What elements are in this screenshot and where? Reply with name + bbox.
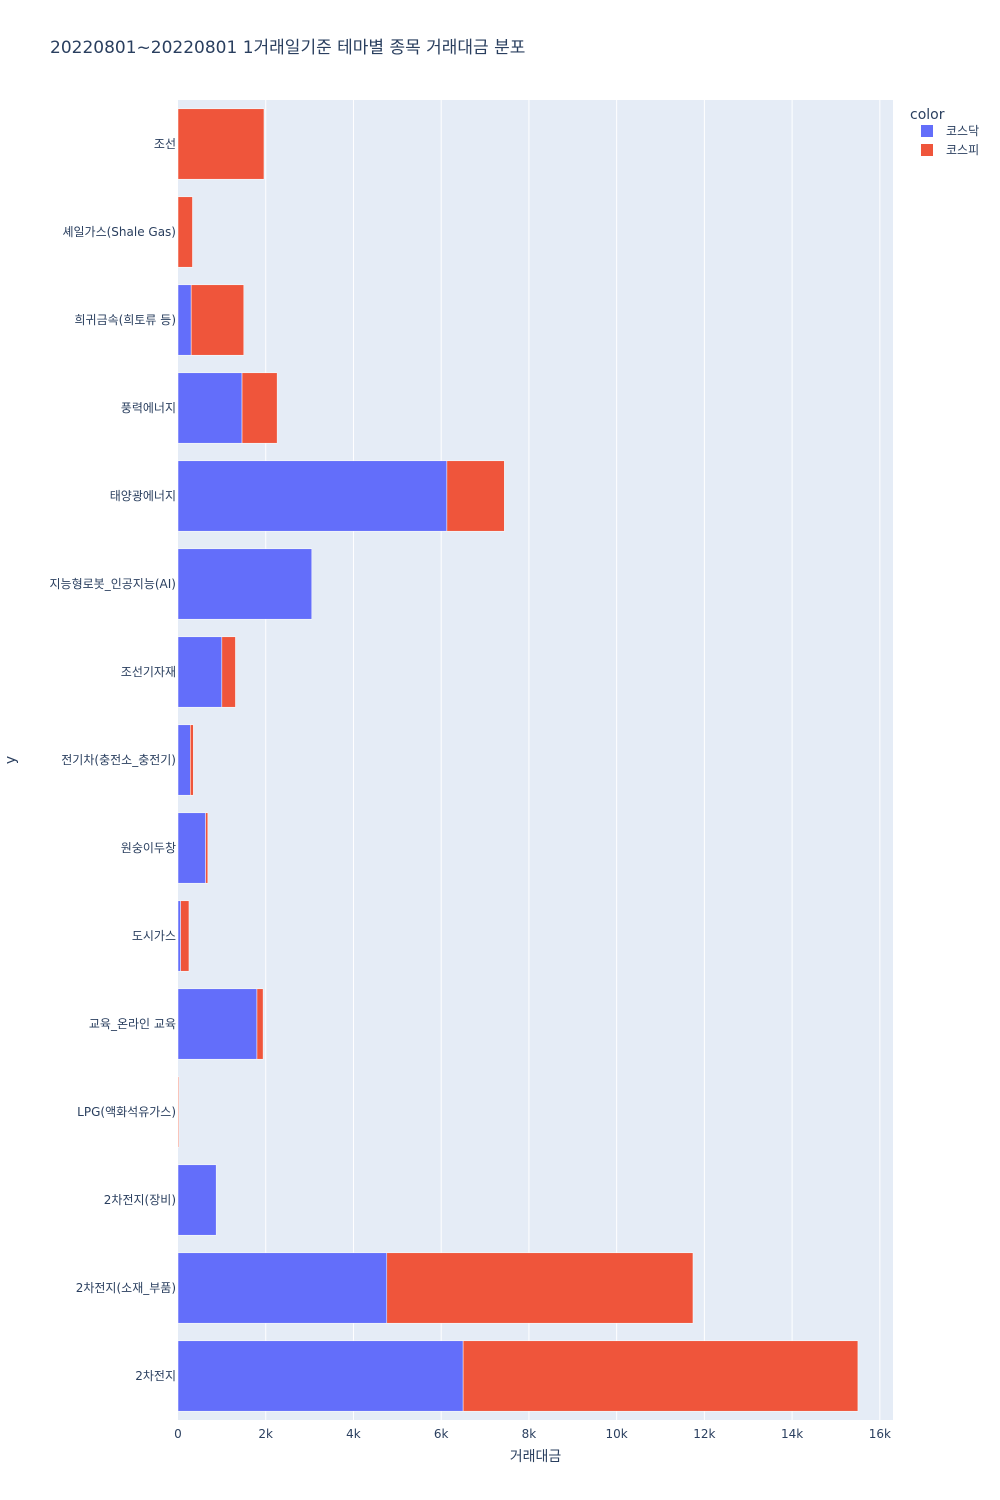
legend-label[interactable]: 코스피: [946, 143, 979, 157]
y-tick-label: 2차전지(소재_부품): [76, 1281, 176, 1295]
y-tick-label: 조선기자재: [121, 665, 176, 679]
bar-segment-kosdaq[interactable]: [177, 812, 206, 884]
y-tick-label: 2차전지(장비): [104, 1193, 176, 1207]
bar-segment-kosdaq[interactable]: [177, 548, 313, 620]
bar-segment-kospi[interactable]: [241, 372, 278, 444]
y-tick-label: 풍력에너지: [121, 401, 176, 415]
y-tick-label: 조선: [154, 137, 176, 151]
x-tick-label: 8k: [522, 1427, 537, 1441]
y-tick-label: 도시가스: [132, 929, 176, 943]
x-tick-label: 10k: [606, 1427, 628, 1441]
y-tick-label: LPG(액화석유가스): [77, 1105, 176, 1119]
bar-segment-kosdaq[interactable]: [177, 284, 192, 356]
bar-segment-kospi[interactable]: [177, 196, 193, 268]
x-axis-title: 거래대금: [510, 1449, 562, 1465]
x-tick-label: 0: [174, 1427, 182, 1441]
x-tick-label: 4k: [346, 1427, 361, 1441]
y-tick-label: 원숭이두창: [121, 841, 176, 855]
legend-swatch[interactable]: [921, 144, 933, 156]
y-tick-label: 전기차(충전소_충전기): [61, 753, 176, 767]
bar-segment-kosdaq[interactable]: [177, 1340, 464, 1412]
bar-segment-kospi[interactable]: [190, 724, 194, 796]
y-tick-label: 지능형로봇_인공지능(AI): [50, 577, 176, 591]
x-tick-label: 16k: [869, 1427, 891, 1441]
bar-segment-kospi[interactable]: [256, 988, 264, 1060]
chart-title: 20220801~20220801 1거래일기준 테마별 종목 거래대금 분포: [50, 38, 526, 58]
bar-segment-kosdaq[interactable]: [177, 636, 223, 708]
y-axis-title: y: [3, 756, 19, 764]
bar-segment-kospi[interactable]: [180, 900, 190, 972]
bar-segment-kosdaq[interactable]: [177, 988, 258, 1060]
x-tick-label: 14k: [781, 1427, 803, 1441]
bar-segment-kosdaq[interactable]: [177, 1164, 217, 1236]
bar-segment-kospi[interactable]: [190, 284, 245, 356]
y-tick-label: 셰일가스(Shale Gas): [62, 225, 176, 239]
legend-title: color: [910, 107, 945, 123]
plot-background: [178, 100, 893, 1420]
bar-segment-kospi[interactable]: [462, 1340, 859, 1412]
x-tick-label: 6k: [434, 1427, 449, 1441]
bar-segment-kospi[interactable]: [205, 812, 209, 884]
bar-segment-kosdaq[interactable]: [177, 460, 448, 532]
x-tick-label: 12k: [693, 1427, 715, 1441]
y-tick-label: 교육_온라인 교육: [89, 1017, 176, 1031]
x-axis-ticks: 0 2k 4k 6k 8k 10k 12k 14k 16k: [174, 1427, 891, 1441]
bar-segment-kospi[interactable]: [446, 460, 505, 532]
bar-segment-kospi[interactable]: [386, 1252, 694, 1324]
y-tick-label: 희귀금속(희토류 등): [75, 313, 177, 327]
x-tick-label: 2k: [258, 1427, 273, 1441]
bar-segment-kospi[interactable]: [177, 1076, 180, 1148]
bar-segment-kosdaq[interactable]: [177, 372, 243, 444]
y-axis-ticks: 2차전지 2차전지(소재_부품) 2차전지(장비) LPG(액화석유가스) 교육_온라인…: [50, 137, 176, 1383]
bar-segment-kospi[interactable]: [177, 108, 265, 180]
y-tick-label: 태양광에너지: [110, 489, 176, 503]
grid-lines: [265, 100, 881, 1420]
bar-segment-kosdaq[interactable]: [177, 724, 191, 796]
legend-label[interactable]: 코스닥: [946, 124, 979, 138]
bars[interactable]: [177, 108, 859, 1412]
y-tick-label: 2차전지: [135, 1369, 176, 1383]
bar-segment-kosdaq[interactable]: [177, 1252, 388, 1324]
legend-swatch[interactable]: [921, 125, 933, 137]
bar-segment-kosdaq[interactable]: [177, 900, 181, 972]
bar-segment-kospi[interactable]: [221, 636, 236, 708]
